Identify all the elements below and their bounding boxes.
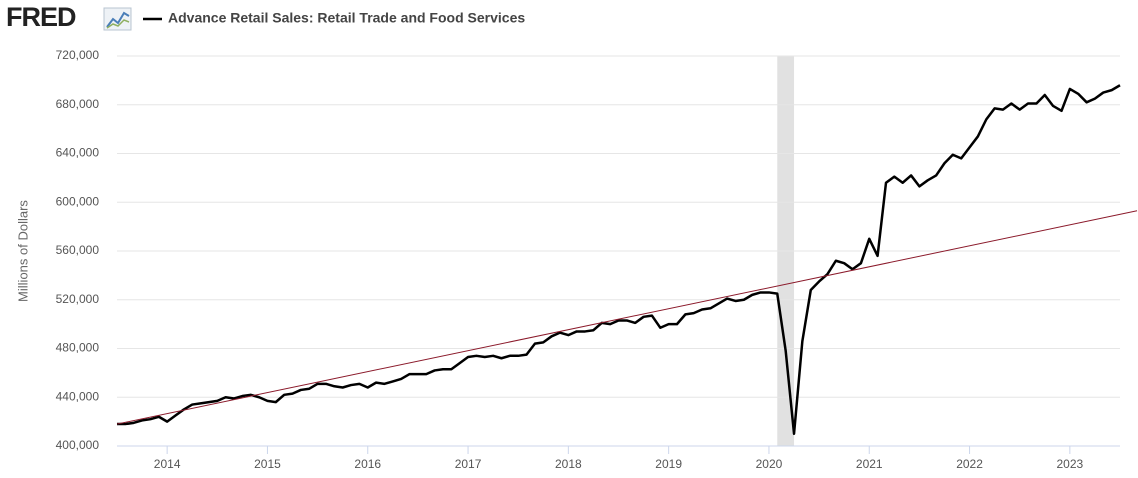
y-tick-label: 600,000 bbox=[56, 194, 100, 208]
y-tick-label: 400,000 bbox=[56, 438, 100, 452]
x-tick-label: 2023 bbox=[1056, 457, 1083, 471]
x-tick-label: 2016 bbox=[354, 457, 381, 471]
y-tick-label: 720,000 bbox=[56, 48, 100, 62]
x-tick-label: 2020 bbox=[756, 457, 783, 471]
y-axis-label: Millions of Dollars bbox=[15, 200, 30, 302]
y-tick-label: 640,000 bbox=[56, 146, 100, 160]
x-tick-label: 2015 bbox=[254, 457, 281, 471]
y-tick-label: 480,000 bbox=[56, 341, 100, 355]
x-tick-label: 2014 bbox=[154, 457, 181, 471]
series-line bbox=[117, 84, 1121, 436]
legend-label: Advance Retail Sales: Retail Trade and F… bbox=[168, 10, 525, 26]
brand-logo: FRED bbox=[6, 2, 76, 32]
trend-line bbox=[116, 210, 1138, 425]
y-tick-label: 680,000 bbox=[56, 97, 100, 111]
x-tick-label: 2022 bbox=[956, 457, 983, 471]
x-tick-label: 2021 bbox=[856, 457, 883, 471]
y-tick-label: 560,000 bbox=[56, 243, 100, 257]
y-tick-label: 440,000 bbox=[56, 389, 100, 403]
y-tick-label: 520,000 bbox=[56, 292, 100, 306]
logo-icon bbox=[103, 7, 132, 31]
x-tick-label: 2019 bbox=[655, 457, 682, 471]
x-tick-label: 2018 bbox=[555, 457, 582, 471]
x-tick-label: 2017 bbox=[455, 457, 482, 471]
